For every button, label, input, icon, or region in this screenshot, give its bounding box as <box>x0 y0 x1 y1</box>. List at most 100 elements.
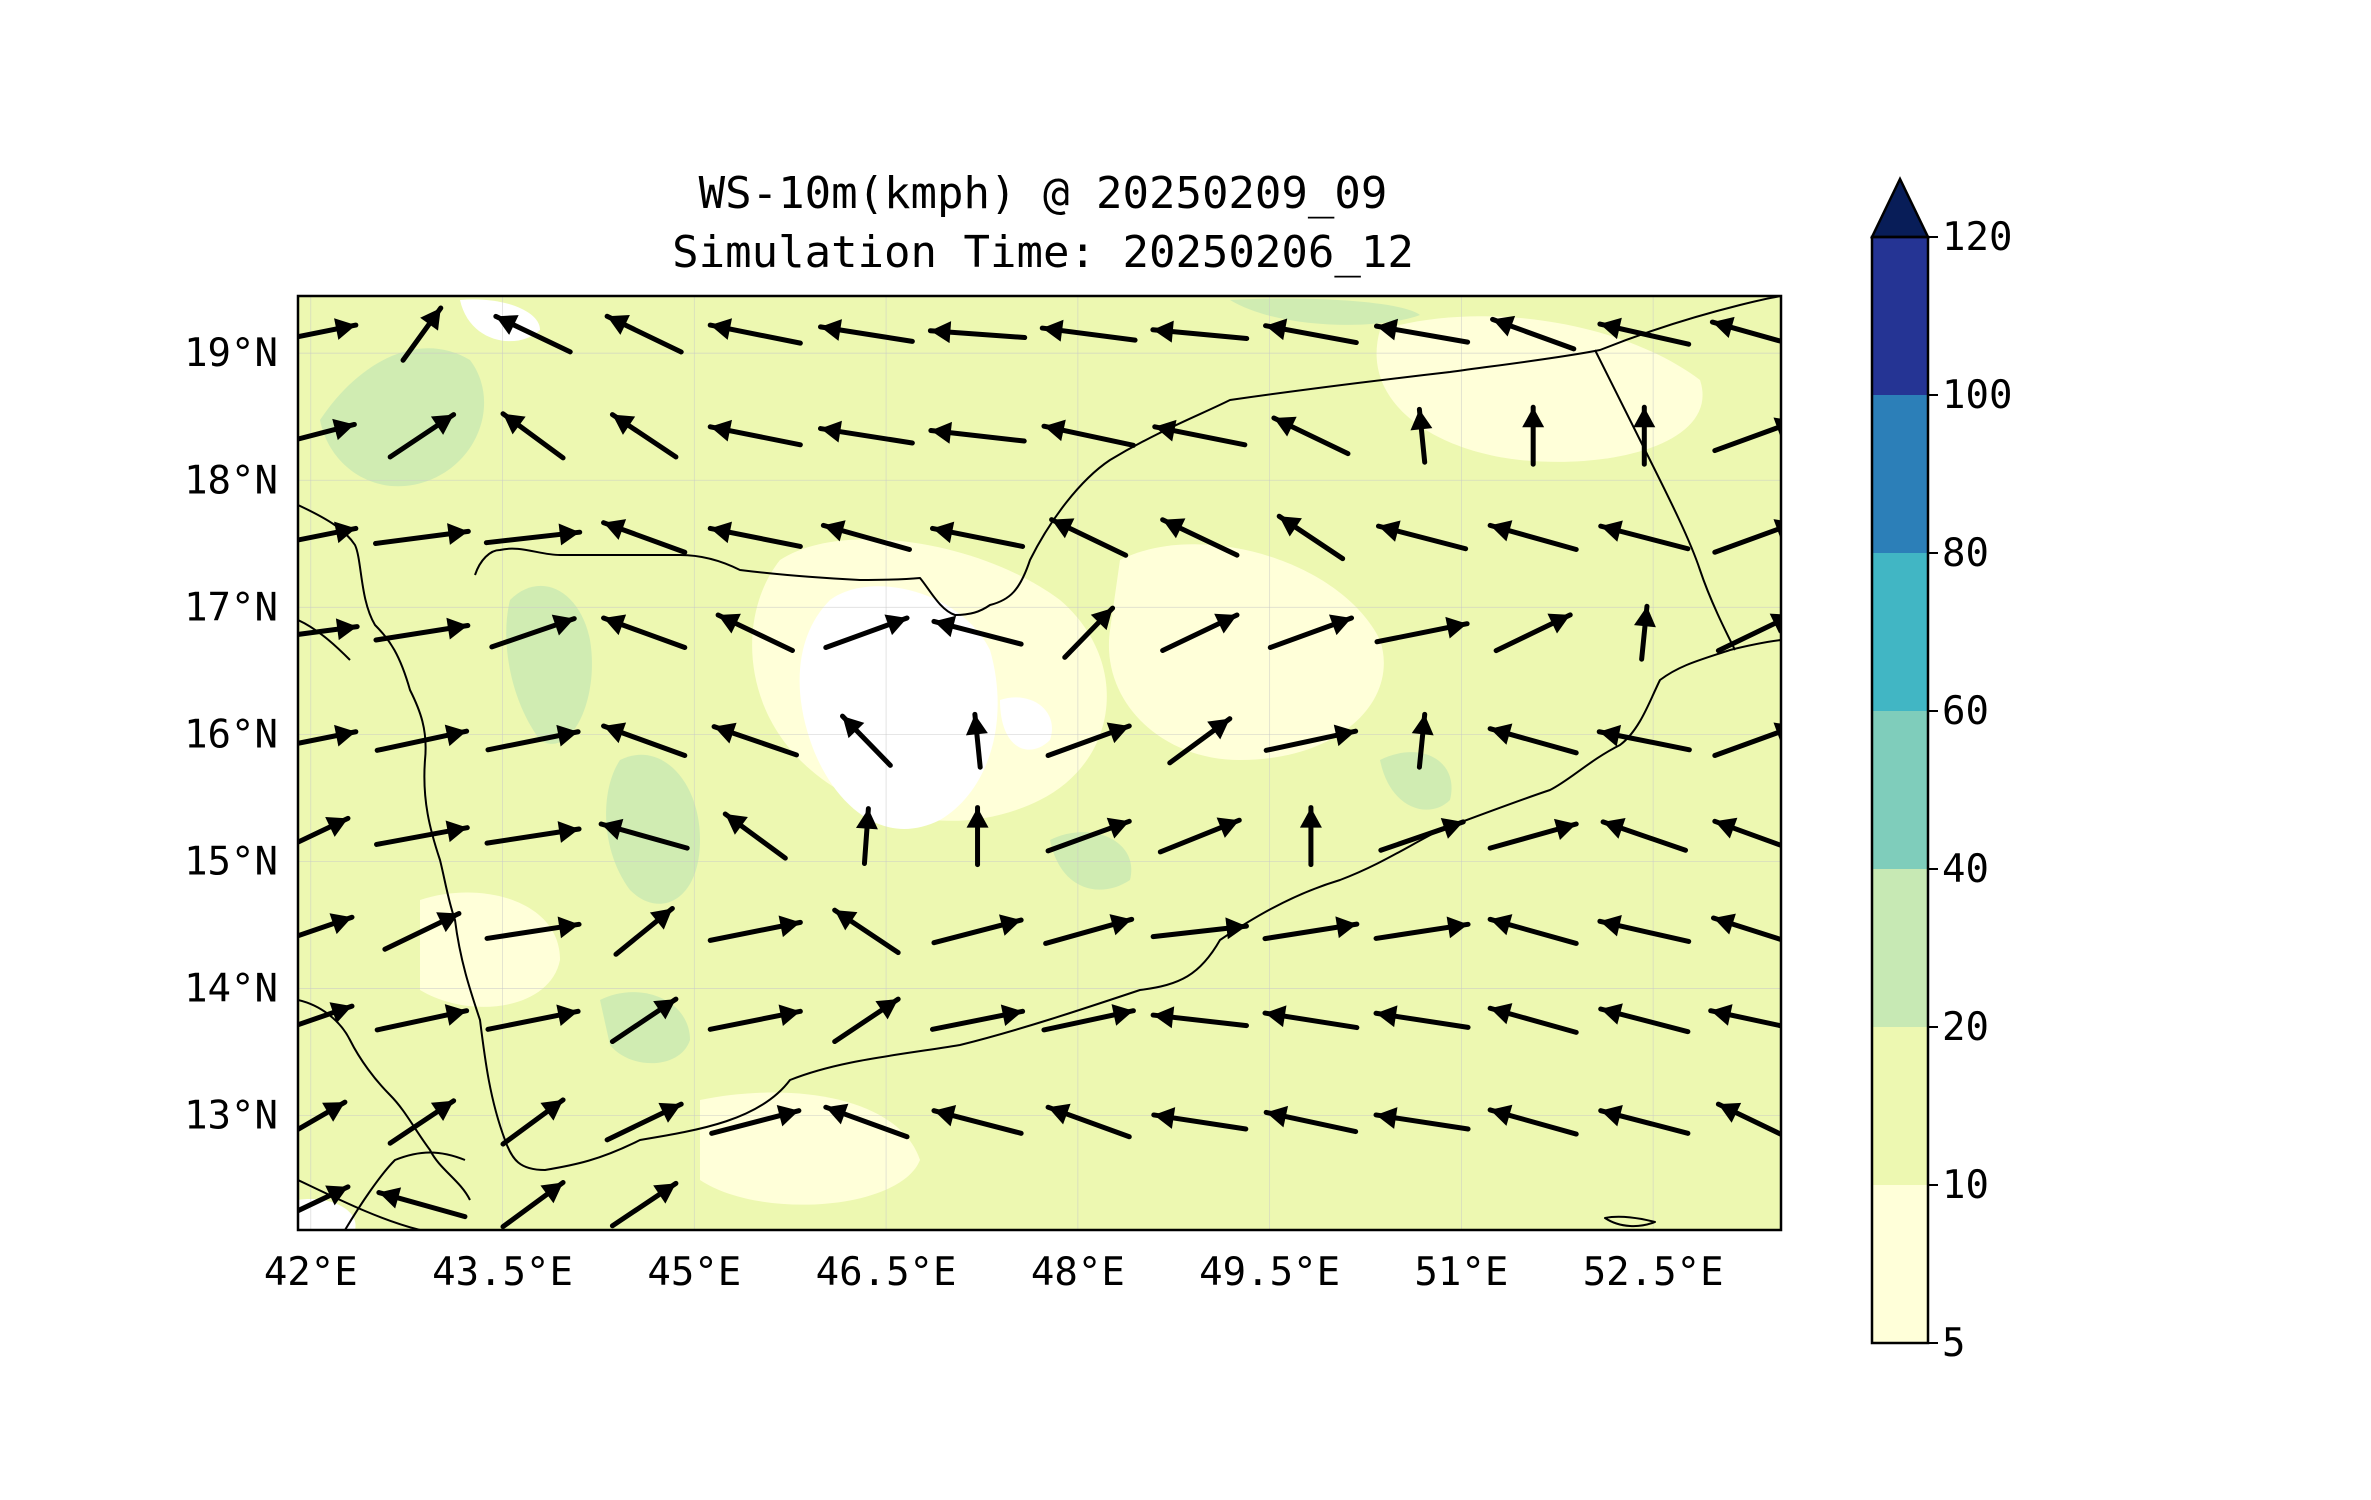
wind-arrow <box>298 521 359 544</box>
wind-arrow <box>1634 603 1656 662</box>
wind-arrow <box>1712 519 1781 555</box>
colorbar-label: 20 <box>1942 1005 1989 1050</box>
wind-arrow <box>1490 315 1577 352</box>
wind-arrow <box>1598 520 1691 552</box>
wind-arrow <box>1150 917 1249 940</box>
longitude-ticks: 42°E 43.5°E 45°E 46.5°E 48°E 49.5°E 51°E 52.5°E <box>264 1250 1724 1295</box>
wind-arrow <box>1157 817 1242 855</box>
wind-arrow <box>929 521 1026 549</box>
wind-arrow <box>1276 513 1346 562</box>
wind-arrow <box>1267 614 1355 651</box>
wind-arrow <box>601 614 688 651</box>
wind-arrow <box>1160 517 1240 558</box>
wind-arrow <box>609 1180 679 1229</box>
latitude-ticks: 19°N 18°N 17°N 16°N 15°N 14°N 13°N <box>184 331 278 1138</box>
lat-tick-label: 13°N <box>184 1094 278 1139</box>
colorbar-segment <box>1872 711 1928 869</box>
wind-arrow <box>722 811 788 861</box>
moderate-wind-zone <box>606 754 700 904</box>
colorbar-label: 10 <box>1942 1163 1989 1208</box>
wind-arrow <box>1712 417 1781 454</box>
map-title-line2: Simulation Time: 20250206_12 <box>672 227 1414 278</box>
wind-arrow <box>817 319 915 344</box>
lat-tick-label: 17°N <box>184 585 278 630</box>
wind-arrow <box>298 724 359 747</box>
colorbar-frame <box>1870 235 1930 1345</box>
wind-arrow <box>1596 724 1692 753</box>
colorbar-segment <box>1872 869 1928 1027</box>
wind-arrow <box>1045 817 1132 854</box>
wind-arrow <box>1271 415 1351 457</box>
wind-arrow <box>1712 722 1781 759</box>
wind-arrow <box>483 523 583 546</box>
wind-arrow <box>715 612 795 653</box>
wind-arrow <box>1709 316 1781 344</box>
wind-arrow <box>373 617 471 643</box>
wind-arrow <box>298 815 351 845</box>
colorbar-label: 100 <box>1942 373 2012 418</box>
wind-arrow <box>484 821 582 846</box>
wind-arrow <box>298 913 355 939</box>
wind-arrow <box>298 618 360 641</box>
oman-border <box>1594 349 1736 651</box>
wind-arrow <box>707 1004 803 1032</box>
wind-arrow <box>493 313 573 355</box>
wind-arrow <box>374 820 470 847</box>
lon-tick-label: 48°E <box>1031 1250 1125 1295</box>
wind-arrow <box>1487 914 1579 946</box>
wind-arrow <box>1598 1003 1691 1035</box>
lon-tick-label: 52.5°E <box>1583 1250 1724 1295</box>
colorbar-extend-arrow <box>1870 176 1930 239</box>
coastlines-and-borders <box>298 296 1781 1230</box>
lat-tick-label: 18°N <box>184 458 278 503</box>
wind-arrow <box>298 1184 351 1214</box>
wind-arrow <box>931 1105 1024 1136</box>
wind-arrow <box>707 915 803 943</box>
wind-arrow <box>966 805 989 868</box>
wind-arrow <box>709 1105 802 1136</box>
wind-arrow <box>500 411 566 461</box>
wind-arrow <box>928 421 1027 444</box>
low-wind-zone <box>1376 316 1703 462</box>
wind-arrow <box>832 907 901 956</box>
red-sea-coast-west <box>298 999 471 1201</box>
wind-arrow <box>604 313 684 355</box>
colorbar-label: 120 <box>1942 215 2012 260</box>
lat-tick-label: 15°N <box>184 839 278 884</box>
wind-arrow <box>1045 722 1132 759</box>
wind-arrow <box>1043 914 1135 946</box>
wind-arrow <box>1150 1006 1249 1029</box>
colorbar-segment <box>1872 1027 1928 1185</box>
wind-arrow <box>1263 1105 1359 1135</box>
map-title-line1: WS-10m(kmph) @ 20250209_09 <box>699 168 1388 219</box>
wind-arrow <box>707 419 803 448</box>
colorbar-label: 40 <box>1942 847 1989 892</box>
lon-tick-label: 51°E <box>1414 1250 1508 1295</box>
wind-arrow <box>485 724 581 753</box>
wind-arrow <box>1410 406 1433 465</box>
wind-arrow <box>298 418 357 442</box>
wind-arrow <box>372 523 471 546</box>
wind-arrow <box>500 1097 566 1147</box>
red-sea-coast-east <box>298 504 1781 1171</box>
wind-arrow <box>929 1004 1026 1032</box>
wind-arrow <box>382 911 462 952</box>
wind-arrow <box>931 615 1024 647</box>
wind-arrow <box>1262 1005 1360 1031</box>
yemen-saudi-border <box>474 296 1781 616</box>
wind-arrow <box>1373 916 1471 941</box>
lon-tick-label: 43.5°E <box>432 1250 573 1295</box>
wind-arrow <box>609 412 679 460</box>
lon-tick-label: 45°E <box>647 1250 741 1295</box>
wind-arrow <box>707 318 803 346</box>
wind-arrow <box>598 818 690 851</box>
wind-arrow <box>298 1099 348 1133</box>
moderate-wind-zone <box>1230 298 1420 325</box>
colorbar-label: 80 <box>1942 531 1989 576</box>
wind-arrow <box>1151 1107 1249 1132</box>
wind-arrow <box>1487 723 1579 756</box>
wind-arrow <box>1373 1005 1471 1030</box>
wind-arrow <box>1487 520 1579 552</box>
lat-tick-label: 19°N <box>184 331 278 376</box>
